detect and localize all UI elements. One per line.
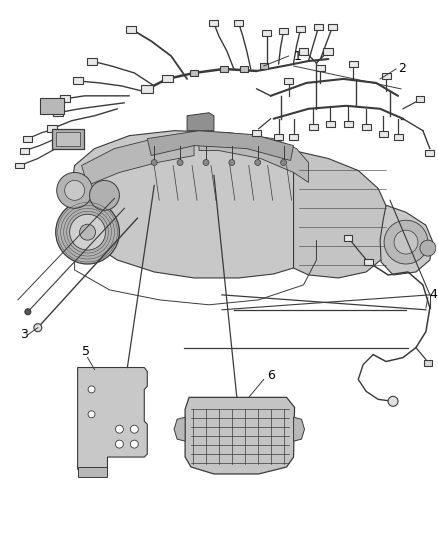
Bar [326, 120, 335, 127]
Bar [56, 132, 80, 146]
Bar [53, 109, 63, 116]
Circle shape [88, 386, 95, 393]
Circle shape [116, 440, 124, 448]
Circle shape [131, 425, 138, 433]
Bar [52, 128, 84, 149]
Bar [378, 131, 388, 136]
Text: 1: 1 [293, 50, 301, 62]
Bar [424, 360, 432, 366]
Bar [416, 96, 424, 102]
Bar [274, 134, 283, 140]
Bar [349, 61, 358, 67]
Text: 3: 3 [20, 328, 28, 341]
Circle shape [70, 214, 106, 250]
Bar [299, 47, 308, 54]
Polygon shape [174, 417, 185, 441]
Polygon shape [81, 135, 194, 185]
Circle shape [88, 411, 95, 418]
Bar [381, 73, 391, 79]
Bar [425, 150, 434, 156]
Bar [323, 47, 333, 54]
Bar [316, 65, 325, 71]
Bar [15, 163, 25, 168]
Polygon shape [293, 417, 304, 441]
Bar [209, 20, 219, 26]
Text: 4: 4 [430, 288, 438, 301]
Bar [364, 259, 373, 265]
Bar [362, 124, 371, 130]
Circle shape [89, 181, 120, 211]
Polygon shape [293, 151, 390, 278]
Bar [284, 78, 293, 84]
Circle shape [151, 159, 157, 166]
Polygon shape [70, 131, 316, 278]
Bar [314, 24, 323, 30]
Text: 2: 2 [398, 62, 406, 76]
Bar [296, 26, 305, 32]
Bar [47, 125, 57, 132]
Polygon shape [78, 367, 147, 477]
Bar [40, 98, 64, 114]
Bar [190, 70, 198, 76]
Polygon shape [185, 398, 294, 474]
Circle shape [177, 159, 183, 166]
Text: 6: 6 [267, 369, 275, 382]
Bar [344, 120, 353, 127]
Circle shape [80, 224, 95, 240]
Circle shape [384, 220, 428, 264]
Circle shape [203, 159, 209, 166]
Bar [260, 63, 268, 69]
Circle shape [116, 425, 124, 433]
Bar [234, 20, 243, 26]
Circle shape [394, 230, 418, 254]
Text: 5: 5 [81, 345, 90, 358]
Bar [289, 134, 298, 140]
Circle shape [56, 200, 120, 264]
Polygon shape [380, 205, 433, 275]
Circle shape [131, 440, 138, 448]
Bar [141, 85, 153, 93]
Circle shape [34, 324, 42, 332]
Bar [279, 28, 288, 34]
Bar [127, 26, 136, 33]
Bar [309, 124, 318, 130]
Circle shape [420, 240, 436, 256]
Circle shape [25, 309, 31, 315]
Polygon shape [147, 131, 293, 160]
Bar [328, 24, 337, 30]
Circle shape [57, 173, 92, 208]
Bar [220, 66, 228, 72]
Bar [60, 95, 70, 102]
Polygon shape [187, 113, 214, 131]
Bar [21, 148, 29, 154]
Bar [262, 30, 271, 36]
Bar [87, 58, 96, 64]
Bar [344, 235, 352, 241]
Bar [162, 76, 173, 83]
Bar [73, 77, 83, 84]
Bar [23, 135, 32, 142]
Circle shape [65, 181, 85, 200]
Circle shape [388, 397, 398, 406]
Bar [240, 66, 248, 72]
Circle shape [255, 159, 261, 166]
Bar [252, 130, 261, 135]
Bar [394, 134, 403, 140]
Circle shape [281, 159, 286, 166]
Polygon shape [199, 134, 308, 182]
Polygon shape [78, 467, 107, 477]
Circle shape [229, 159, 235, 166]
